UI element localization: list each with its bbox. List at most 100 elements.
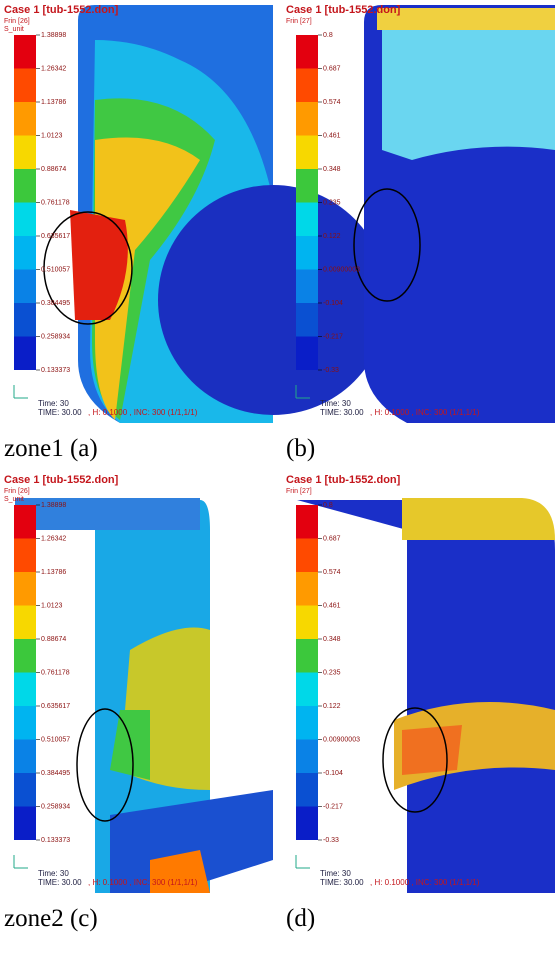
- legend-label: 1.38898: [41, 502, 66, 509]
- legend-label: 0.8: [323, 32, 333, 39]
- legend-label: 0.00900003: [323, 266, 360, 273]
- panel-title: Case 1 [tub-1552.don]: [4, 4, 119, 16]
- caption: (d): [286, 905, 315, 932]
- legend-band: [296, 505, 318, 539]
- legend-band: [296, 807, 318, 841]
- legend-label: 0.384495: [41, 770, 70, 777]
- legend-label: 0.122: [323, 233, 341, 240]
- legend-band: [14, 639, 36, 673]
- time: Time: 30: [320, 399, 351, 408]
- legend-label: 0.258934: [41, 803, 70, 810]
- legend-band: [296, 102, 318, 136]
- legend-band: [296, 337, 318, 371]
- panel: Case 1 [tub-1552.don] Frin [26]S_unit 1.38…: [4, 474, 273, 932]
- legend-label: -0.104: [323, 300, 343, 307]
- legend-band: [296, 740, 318, 774]
- legend-band: [14, 303, 36, 337]
- step-info: , H: 0.1000 , INC: 300 (1/1,1/1): [370, 408, 480, 417]
- legend-band: [14, 673, 36, 707]
- caption: zone1 (a): [4, 435, 98, 462]
- legend-band: [14, 270, 36, 304]
- legend-label: -0.217: [323, 803, 343, 810]
- panel: Case 1 [tub-1552.don]Frin [27]0.80.6870.…: [286, 474, 555, 932]
- step-info: , H: 0.1000 , INC: 300 (1/1,1/1): [88, 878, 198, 887]
- time-full: TIME: 30.00: [320, 878, 364, 887]
- legend-label: 0.687: [323, 535, 341, 542]
- result-name: Frin [27]: [286, 18, 312, 25]
- legend-band: [296, 270, 318, 304]
- time-full: TIME: 30.00: [38, 878, 82, 887]
- region: [377, 8, 555, 30]
- legend-label: 0.574: [323, 99, 341, 106]
- legend-label: 0.88674: [41, 166, 66, 173]
- region: [158, 185, 388, 415]
- panel-title: Case 1 [tub-1552.don]: [4, 474, 119, 486]
- legend-label: 1.26342: [41, 65, 66, 72]
- legend-band: [14, 807, 36, 841]
- legend-band: [296, 539, 318, 573]
- legend-label: -0.33: [323, 367, 339, 374]
- region: [402, 498, 555, 540]
- legend-label: 0.687: [323, 65, 341, 72]
- legend-label: 0.461: [323, 132, 341, 139]
- legend-label: 1.13786: [41, 569, 66, 576]
- legend-band: [14, 572, 36, 606]
- legend-band: [296, 69, 318, 103]
- legend-label: 0.133373: [41, 837, 70, 844]
- legend-band: [14, 69, 36, 103]
- legend-label: 0.00900003: [323, 736, 360, 743]
- time-full: TIME: 30.00: [320, 408, 364, 417]
- result-name: Frin [26]: [4, 18, 30, 25]
- legend-label: 0.258934: [41, 333, 70, 340]
- legend-band: [296, 303, 318, 337]
- unit: S_unit: [4, 496, 24, 503]
- legend-band: [14, 337, 36, 371]
- legend-band: [296, 169, 318, 203]
- step-info: , H: 0.1000 , INC: 300 (1/1,1/1): [88, 408, 198, 417]
- region: [382, 30, 555, 160]
- time-full: TIME: 30.00: [38, 408, 82, 417]
- legend-band: [296, 606, 318, 640]
- caption: zone2 (c): [4, 905, 98, 932]
- legend-band: [14, 169, 36, 203]
- legend-label: 1.0123: [41, 602, 63, 609]
- legend-band: [296, 136, 318, 170]
- legend-label: 0.348: [323, 166, 341, 173]
- time: Time: 30: [320, 869, 351, 878]
- legend-band: [14, 740, 36, 774]
- region: [402, 725, 462, 775]
- legend-band: [296, 572, 318, 606]
- legend-label: 1.13786: [41, 99, 66, 106]
- axis-triad: [296, 855, 310, 868]
- legend-band: [296, 639, 318, 673]
- panel-title: Case 1 [tub-1552.don]: [286, 4, 401, 16]
- legend-band: [14, 203, 36, 237]
- unit: S_unit: [4, 26, 24, 33]
- legend-label: 0.235: [323, 669, 341, 676]
- legend-band: [14, 606, 36, 640]
- step-info: , H: 0.1000 , INC: 300 (1/1,1/1): [370, 878, 480, 887]
- legend-band: [296, 35, 318, 69]
- tube: [297, 500, 555, 893]
- legend-label: -0.217: [323, 333, 343, 340]
- legend-label: 0.461: [323, 602, 341, 609]
- legend-label: -0.104: [323, 770, 343, 777]
- legend-label: 1.38898: [41, 32, 66, 39]
- axis-triad: [14, 385, 28, 398]
- legend-label: 0.235: [323, 199, 341, 206]
- legend-label: 1.26342: [41, 535, 66, 542]
- legend-band: [14, 773, 36, 807]
- legend-band: [14, 505, 36, 539]
- legend-band: [296, 236, 318, 270]
- time: Time: 30: [38, 399, 69, 408]
- legend-label: 0.510057: [41, 736, 70, 743]
- legend-band: [296, 203, 318, 237]
- legend-label: 0.574: [323, 569, 341, 576]
- legend-band: [14, 236, 36, 270]
- result-name: Frin [27]: [286, 488, 312, 495]
- legend-band: [14, 102, 36, 136]
- caption: (b): [286, 435, 315, 462]
- legend-band: [296, 706, 318, 740]
- result-name: Frin [26]: [4, 488, 30, 495]
- legend-label: 0.88674: [41, 636, 66, 643]
